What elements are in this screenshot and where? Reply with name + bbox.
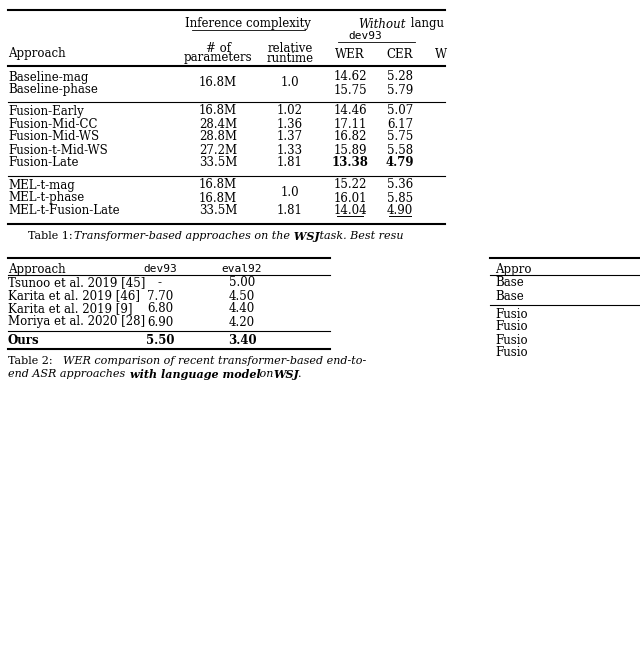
Text: 1.81: 1.81 <box>277 204 303 218</box>
Text: 4.20: 4.20 <box>229 316 255 328</box>
Text: 5.36: 5.36 <box>387 178 413 192</box>
Text: # of: # of <box>205 42 230 54</box>
Text: dev93: dev93 <box>143 264 177 274</box>
Text: 6.90: 6.90 <box>147 316 173 328</box>
Text: Base: Base <box>495 289 524 302</box>
Text: Approach: Approach <box>8 46 66 60</box>
Text: Fusion-t-Mid-WS: Fusion-t-Mid-WS <box>8 143 108 157</box>
Text: Table 2:: Table 2: <box>8 356 56 366</box>
Text: Fusio: Fusio <box>495 334 527 346</box>
Text: 15.22: 15.22 <box>333 178 367 192</box>
Text: Table 1:: Table 1: <box>28 231 76 241</box>
Text: 1.33: 1.33 <box>277 143 303 157</box>
Text: 28.8M: 28.8M <box>199 131 237 143</box>
Text: Base: Base <box>495 277 524 289</box>
Text: .: . <box>298 369 301 379</box>
Text: 5.79: 5.79 <box>387 84 413 96</box>
Text: 17.11: 17.11 <box>333 117 367 131</box>
Text: Fusio: Fusio <box>495 346 527 360</box>
Text: 1.0: 1.0 <box>281 76 300 90</box>
Text: langu: langu <box>407 17 444 31</box>
Text: eval92: eval92 <box>221 264 262 274</box>
Text: 3.40: 3.40 <box>228 334 256 346</box>
Text: 5.58: 5.58 <box>387 143 413 157</box>
Text: 16.01: 16.01 <box>333 192 367 204</box>
Text: Baseline-phase: Baseline-phase <box>8 84 98 96</box>
Text: 14.46: 14.46 <box>333 105 367 117</box>
Text: with language model: with language model <box>130 369 260 379</box>
Text: MEL-t-mag: MEL-t-mag <box>8 178 75 192</box>
Text: 1.0: 1.0 <box>281 186 300 198</box>
Text: 1.37: 1.37 <box>277 131 303 143</box>
Text: 7.70: 7.70 <box>147 289 173 302</box>
Text: 5.07: 5.07 <box>387 105 413 117</box>
Text: 4.79: 4.79 <box>386 157 414 170</box>
Text: MEL-t-phase: MEL-t-phase <box>8 192 84 204</box>
Text: 6.17: 6.17 <box>387 117 413 131</box>
Text: 33.5M: 33.5M <box>199 157 237 170</box>
Text: on: on <box>256 369 277 379</box>
Text: Fusion-Early: Fusion-Early <box>8 105 84 117</box>
Text: CER: CER <box>387 48 413 60</box>
Text: Fusion-Mid-WS: Fusion-Mid-WS <box>8 131 99 143</box>
Text: relative: relative <box>268 42 313 54</box>
Text: Fusio: Fusio <box>495 320 527 334</box>
Text: WER: WER <box>335 48 365 60</box>
Text: 14.04: 14.04 <box>333 204 367 218</box>
Text: 5.75: 5.75 <box>387 131 413 143</box>
Text: Moriya et al. 2020 [28]: Moriya et al. 2020 [28] <box>8 316 145 328</box>
Text: 28.4M: 28.4M <box>199 117 237 131</box>
Text: Transformer-based approaches on the: Transformer-based approaches on the <box>74 231 290 241</box>
Text: 33.5M: 33.5M <box>199 204 237 218</box>
Text: MEL-t-Fusion-Late: MEL-t-Fusion-Late <box>8 204 120 218</box>
Text: 4.90: 4.90 <box>387 204 413 218</box>
Text: Inference complexity: Inference complexity <box>185 17 311 31</box>
Text: runtime: runtime <box>266 52 314 64</box>
Text: 13.38: 13.38 <box>332 157 369 170</box>
Text: WSJ: WSJ <box>290 230 319 241</box>
Text: Approach: Approach <box>8 263 66 275</box>
Text: Fusio: Fusio <box>495 308 527 320</box>
Text: WER comparison of recent transformer-based end-to-: WER comparison of recent transformer-bas… <box>63 356 366 366</box>
Text: 5.00: 5.00 <box>229 277 255 289</box>
Text: dev93: dev93 <box>348 31 382 41</box>
Text: 5.85: 5.85 <box>387 192 413 204</box>
Text: parameters: parameters <box>184 52 252 64</box>
Text: 27.2M: 27.2M <box>199 143 237 157</box>
Text: 16.8M: 16.8M <box>199 178 237 192</box>
Text: Appro: Appro <box>495 263 531 275</box>
Text: Fusion-Mid-CC: Fusion-Mid-CC <box>8 117 97 131</box>
Text: 15.75: 15.75 <box>333 84 367 96</box>
Text: Tsunoo et al. 2019 [45]: Tsunoo et al. 2019 [45] <box>8 277 145 289</box>
Text: 1.36: 1.36 <box>277 117 303 131</box>
Text: Karita et al. 2019 [9]: Karita et al. 2019 [9] <box>8 302 132 316</box>
Text: 15.89: 15.89 <box>333 143 367 157</box>
Text: 16.8M: 16.8M <box>199 76 237 90</box>
Text: Without: Without <box>358 17 406 31</box>
Text: 1.02: 1.02 <box>277 105 303 117</box>
Text: 16.8M: 16.8M <box>199 192 237 204</box>
Text: 4.50: 4.50 <box>229 289 255 302</box>
Text: 1.81: 1.81 <box>277 157 303 170</box>
Text: 14.62: 14.62 <box>333 70 367 84</box>
Text: 4.40: 4.40 <box>229 302 255 316</box>
Text: end ASR approaches: end ASR approaches <box>8 369 129 379</box>
Text: 5.28: 5.28 <box>387 70 413 84</box>
Text: 16.82: 16.82 <box>333 131 367 143</box>
Text: Karita et al. 2019 [46]: Karita et al. 2019 [46] <box>8 289 140 302</box>
Text: W: W <box>435 48 447 60</box>
Text: WSJ: WSJ <box>273 369 299 379</box>
Text: Fusion-Late: Fusion-Late <box>8 157 79 170</box>
Text: 16.8M: 16.8M <box>199 105 237 117</box>
Text: task. Best resu: task. Best resu <box>316 231 403 241</box>
Text: Baseline-mag: Baseline-mag <box>8 70 88 84</box>
Text: -: - <box>158 277 162 289</box>
Text: 5.50: 5.50 <box>146 334 174 346</box>
Text: 6.80: 6.80 <box>147 302 173 316</box>
Text: Ours: Ours <box>8 334 40 346</box>
